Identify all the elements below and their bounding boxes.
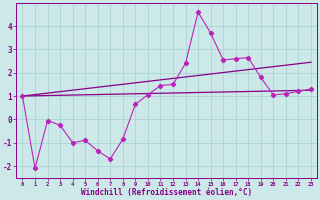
- X-axis label: Windchill (Refroidissement éolien,°C): Windchill (Refroidissement éolien,°C): [81, 188, 252, 197]
